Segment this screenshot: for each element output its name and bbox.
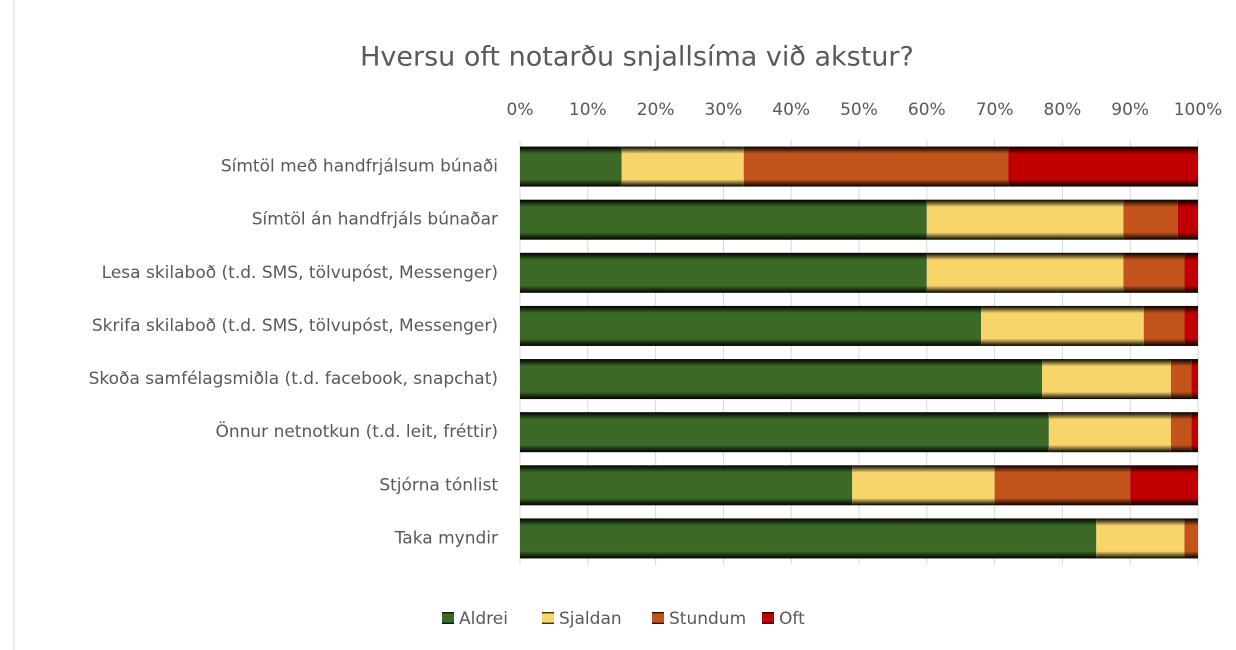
y-tick-label: Símtöl án handfrjáls búnaðar [252,210,498,230]
bar-segment [852,465,995,506]
x-tick-label: 10% [569,100,607,120]
bar-segment [520,518,1097,559]
bar-segment [1170,412,1192,453]
bar-segment [981,305,1144,346]
bar-segment [1191,412,1198,453]
legend-swatch [442,612,454,624]
x-tick-label: 20% [637,100,675,120]
legend-swatch [542,612,554,624]
bar-segment [1143,305,1185,346]
y-tick-label: Skrifa skilaboð (t.d. SMS, tölvupóst, Me… [92,316,498,336]
x-tick-label: 30% [705,100,743,120]
bar-segment [743,146,1009,187]
bar-segment [621,146,744,187]
x-tick-label: 90% [1111,100,1149,120]
y-tick-label: Stjórna tónlist [379,475,498,495]
bar-segment [520,146,622,187]
bar-segment [1191,359,1198,400]
bar-segment [520,252,927,293]
y-tick-label: Lesa skilaboð (t.d. SMS, tölvupóst, Mess… [102,263,498,283]
bar-segment [926,199,1124,240]
bar-segment [1130,465,1198,506]
bar-segment [1184,518,1198,559]
legend-label: Stundum [669,609,746,629]
legend-label: Oft [779,609,805,629]
bar-segment [1123,199,1178,240]
x-tick-label: 40% [772,100,810,120]
legend-swatch [652,612,664,624]
y-tick-label: Skoða samfélagsmiðla (t.d. facebook, sna… [89,369,498,389]
bar-segment [1008,146,1198,187]
bar-segment [1170,359,1192,400]
x-tick-label: 100% [1174,100,1223,120]
x-tick-label: 0% [507,100,534,120]
bar-segment [520,305,982,346]
bar-segment [520,359,1043,400]
y-tick-label: Taka myndir [394,528,498,548]
x-tick-label: 60% [908,100,946,120]
bar-segment [520,412,1049,453]
bar-segment [1123,252,1185,293]
bar-segment [1048,412,1171,453]
bar-segment [1096,518,1185,559]
bar-segment [1042,359,1171,400]
legend-label: Sjaldan [559,609,622,629]
x-tick-label: 70% [976,100,1014,120]
bar-segment [1184,305,1198,346]
bar-segment [520,199,927,240]
bar-segment [994,465,1131,506]
x-tick-label: 80% [1044,100,1082,120]
bar-segment [1184,252,1198,293]
legend-swatch [762,612,774,624]
bar-segment [1177,199,1198,240]
legend-label: Aldrei [459,609,508,629]
bar-segment [520,465,853,506]
y-tick-label: Önnur netnotkun (t.d. leit, fréttir) [215,420,498,442]
y-tick-label: Símtöl með handfrjálsum búnaði [221,157,498,177]
chart-title: Hversu oft notarðu snjallsíma við akstur… [360,42,914,73]
bar-segment [926,252,1124,293]
x-tick-label: 50% [840,100,878,120]
